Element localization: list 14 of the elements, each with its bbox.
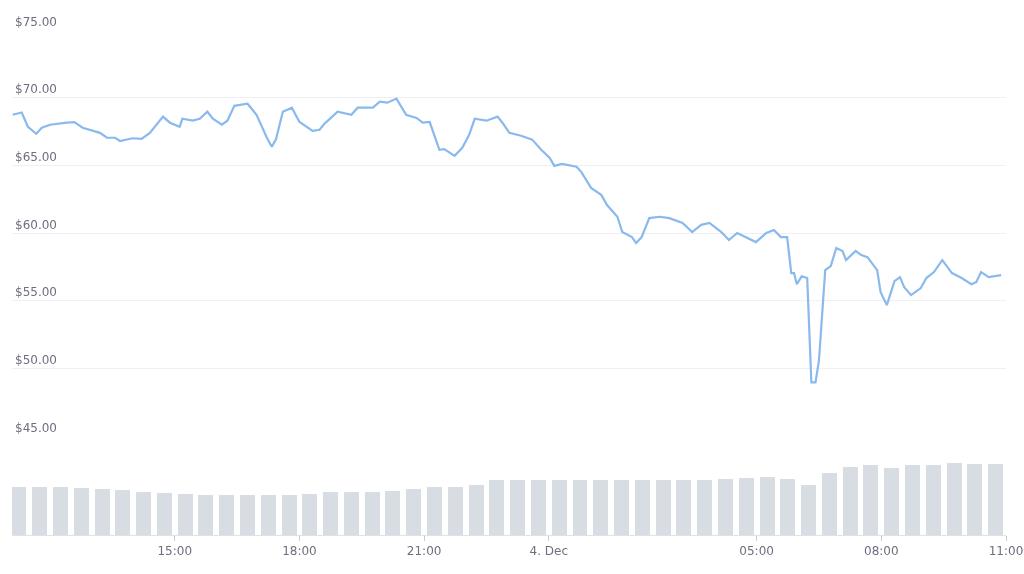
y-tick-label: $45.00: [15, 420, 57, 435]
x-tick-label: 08:00: [864, 544, 899, 559]
y-tick-label: $75.00: [15, 14, 57, 29]
x-tick-label: 4. Dec: [529, 544, 569, 559]
x-tick-label: 05:00: [739, 544, 774, 559]
x-tick-label: 21:00: [406, 544, 442, 559]
x-tick-label: 18:00: [282, 544, 317, 559]
y-tick-label: $70.00: [15, 82, 57, 97]
y-tick-label: $65.00: [15, 150, 57, 165]
y-tick-label: $55.00: [15, 285, 57, 300]
y-tick-label: $60.00: [15, 217, 57, 232]
x-tick-label: 15:00: [157, 544, 193, 559]
y-tick-label: $50.00: [15, 353, 57, 368]
x-tick-label: 11:00: [988, 544, 1024, 559]
